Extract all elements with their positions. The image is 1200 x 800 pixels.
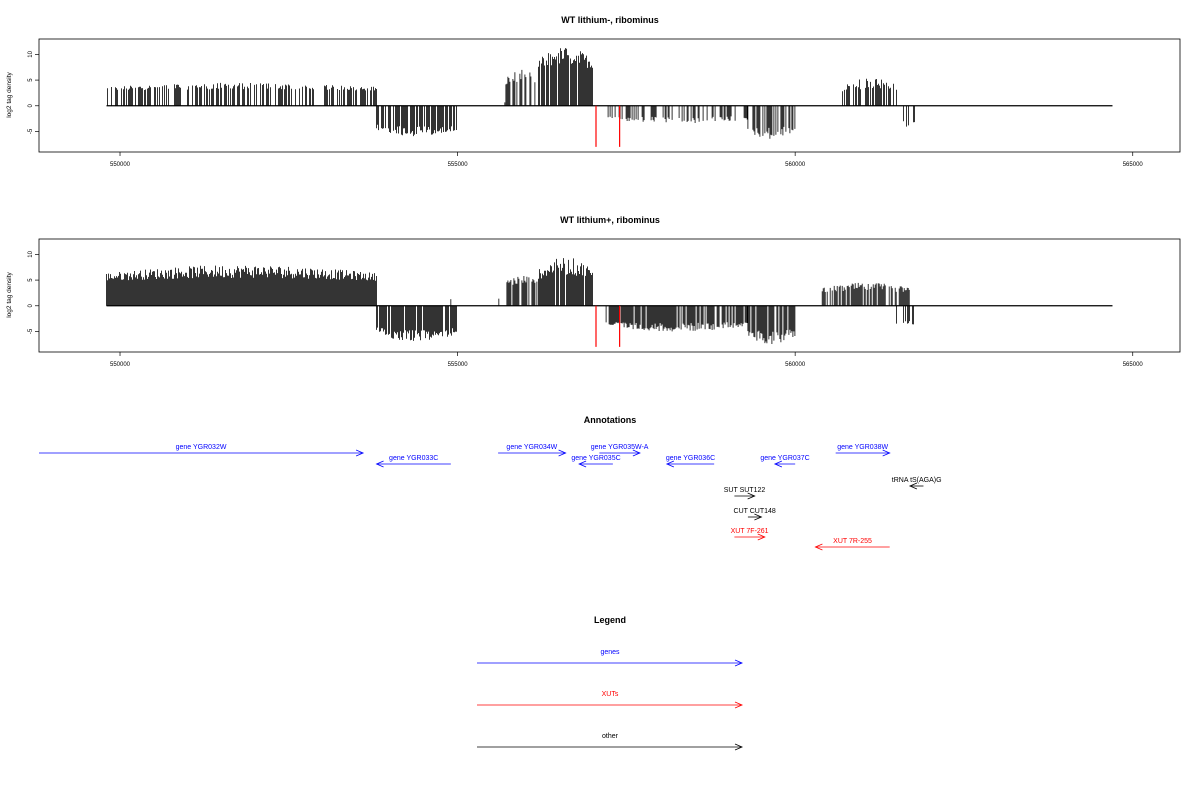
- legend-arrowhead: [734, 701, 744, 709]
- legend-label: other: [602, 733, 619, 740]
- x-tick-label: 560000: [785, 362, 806, 368]
- y-tick-label: 10: [28, 250, 34, 257]
- annotation-features: gene YGR032W gene YGR033C gene YGR034W gene…: [39, 444, 942, 551]
- feature-arrowhead: [558, 449, 567, 457]
- feature-label: gene YGR035W-A: [591, 444, 649, 451]
- panel-2-bars: [106, 258, 1113, 347]
- legend-title: Legend: [594, 615, 626, 625]
- track-panel-2: WT lithium+, ribominus log2 tag density …: [6, 215, 1181, 368]
- panel-1-axes: 10 5 0 -5 550000 555000 560000 565000: [28, 50, 1143, 168]
- panel-1-bars: [106, 48, 1113, 147]
- x-tick-label: 555000: [448, 362, 469, 368]
- feature-arrowhead: [375, 460, 384, 468]
- feature-arrowhead: [632, 449, 641, 457]
- y-tick-label: 10: [28, 50, 34, 57]
- feature-label: SUT SUT122: [724, 487, 766, 494]
- feature-arrowhead: [355, 449, 365, 457]
- feature-arrowhead: [882, 449, 891, 457]
- feature-label: gene YGR038W: [837, 444, 888, 451]
- legend-items: genes XUTs other: [477, 649, 744, 751]
- x-tick-label: 565000: [1123, 162, 1144, 168]
- feature-label: XUT 7F-261: [731, 528, 769, 535]
- legend-label: genes: [600, 649, 620, 656]
- panel-2-frame: [38, 238, 1181, 353]
- x-tick-label: 550000: [110, 162, 131, 168]
- track-panel-1: WT lithium-, ribominus log2 tag density …: [6, 15, 1181, 168]
- feature-arrowhead: [665, 460, 675, 468]
- feature-label: gene YGR033C: [389, 455, 438, 462]
- feature-arrowhead: [773, 460, 783, 468]
- legend-label: XUTs: [602, 691, 619, 698]
- panel-2-ylabel: log2 tag density: [6, 271, 13, 317]
- x-tick-label: 560000: [785, 162, 806, 168]
- legend-arrowhead: [734, 743, 744, 751]
- panel-1-ylabel: log2 tag density: [6, 71, 13, 117]
- panel-2-axes: 10 5 0 -5 550000 555000 560000 565000: [28, 250, 1143, 368]
- legend-arrowhead: [734, 659, 744, 667]
- annotations-title: Annotations: [584, 415, 637, 425]
- feature-arrowhead: [757, 533, 766, 541]
- feature-label: gene YGR032W: [176, 444, 227, 451]
- x-tick-label: 550000: [110, 362, 131, 368]
- panel-2-title: WT lithium+, ribominus: [560, 215, 660, 225]
- panel-1-frame: [38, 38, 1181, 153]
- feature-label: CUT CUT148: [734, 508, 776, 515]
- y-tick-label: 0: [28, 303, 34, 307]
- feature-arrowhead: [814, 543, 823, 551]
- panel-1-title: WT lithium-, ribominus: [561, 15, 659, 25]
- feature-label: gene YGR035C: [571, 455, 620, 462]
- y-tick-label: 5: [28, 78, 34, 82]
- x-tick-label: 565000: [1123, 362, 1144, 368]
- feature-arrowhead: [747, 492, 756, 500]
- y-tick-label: -5: [28, 328, 34, 334]
- feature-label: gene YGR036C: [666, 455, 715, 462]
- y-tick-label: 0: [28, 103, 34, 107]
- x-tick-label: 555000: [448, 162, 469, 168]
- feature-arrowhead: [908, 482, 918, 490]
- feature-arrowhead: [754, 513, 763, 521]
- y-tick-label: -5: [28, 128, 34, 134]
- feature-label: tRNA tS(AGA)G: [892, 477, 942, 484]
- feature-label: gene YGR037C: [760, 455, 809, 462]
- y-tick-label: 5: [28, 278, 34, 282]
- feature-arrowhead: [578, 460, 587, 468]
- feature-label: gene YGR034W: [506, 444, 557, 451]
- legend: Legend genes XUTs other: [477, 615, 744, 751]
- feature-label: XUT 7R-255: [833, 538, 872, 545]
